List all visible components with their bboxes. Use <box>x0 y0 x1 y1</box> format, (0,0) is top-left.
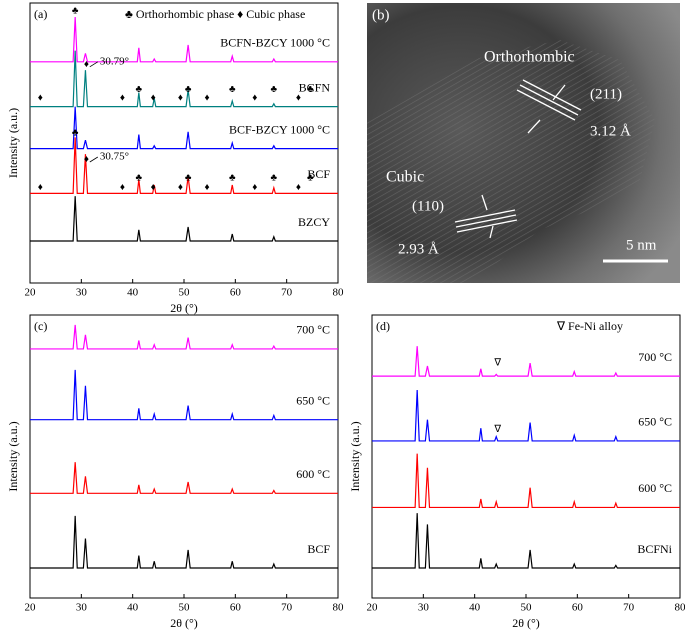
phase-marker: ♣ <box>229 84 236 95</box>
series-label: BCFN <box>299 80 331 94</box>
phase-marker: ∇ <box>493 424 501 435</box>
phase-marker: ♦ <box>120 92 125 103</box>
phase-marker: ♦ <box>84 154 89 165</box>
y-axis-label: Intensity (a.u.) <box>348 421 362 491</box>
y-axis-label: Intensity (a.u.) <box>6 108 20 178</box>
x-tick-label: 20 <box>367 602 379 614</box>
series-label: 650 °C <box>296 393 330 407</box>
annotation: 30.79° <box>100 55 129 67</box>
phase-marker: ♦ <box>252 182 257 193</box>
panel-label: (b) <box>372 7 390 23</box>
x-tick-label: 80 <box>333 602 345 614</box>
phase-marker: ♣ <box>271 84 278 95</box>
series-label: 650 °C <box>638 415 672 429</box>
annotation: 30.75° <box>100 151 129 163</box>
phase-marker: ♣ <box>136 84 143 95</box>
xrd-pattern <box>372 390 680 441</box>
tem-image: (b) Orthorhombic (211) 3.12 Å Cubic (110… <box>367 3 680 283</box>
series-label: 600 °C <box>296 467 330 481</box>
x-tick-label: 70 <box>281 287 293 299</box>
x-tick-label: 60 <box>572 602 584 614</box>
xrd-pattern <box>30 51 338 107</box>
x-tick-label: 50 <box>179 287 191 299</box>
phase-marker: ♣ <box>229 172 236 183</box>
x-tick-label: 70 <box>623 602 635 614</box>
phase-marker: ♦ <box>84 59 89 70</box>
phase-marker: ♦ <box>120 182 125 193</box>
xrd-pattern <box>30 196 338 241</box>
panel-label: (a) <box>34 7 47 21</box>
xrd-pattern <box>30 370 338 420</box>
x-tick-label: 30 <box>418 602 430 614</box>
xrd-pattern <box>30 137 338 193</box>
phase-marker: ♦ <box>38 92 43 103</box>
phase-marker: ♦ <box>252 92 257 103</box>
phase-marker: ♦ <box>151 182 156 193</box>
phase-marker: ♣ <box>136 172 143 183</box>
x-tick-label: 80 <box>333 287 345 299</box>
series-label: BCFNi <box>637 542 672 556</box>
phase-marker: ♦ <box>38 182 43 193</box>
series-label: 700 °C <box>638 350 672 364</box>
phase-marker: ♦ <box>205 182 210 193</box>
plane-label: (110) <box>412 198 444 214</box>
x-tick-label: 70 <box>281 602 293 614</box>
legend: ♣ Orthorhombic phase ♦ Cubic phase <box>125 7 305 21</box>
phase-marker: ♣ <box>185 84 192 95</box>
x-tick-label: 30 <box>76 287 88 299</box>
xrd-pattern <box>30 462 338 493</box>
phase-marker: ♦ <box>296 92 301 103</box>
panel-label: (d) <box>376 319 390 333</box>
scale-bar-label: 5 nm <box>626 237 657 253</box>
phase-marker: ♦ <box>178 92 183 103</box>
phase-marker: ♣ <box>72 127 79 138</box>
phase-marker: ♦ <box>178 182 183 193</box>
annotation-arrow <box>90 157 98 162</box>
x-axis-label: 2θ (°) <box>170 616 198 630</box>
phase-label: Cubic <box>386 169 424 186</box>
series-label: BCF-BZCY 1000 °C <box>229 122 330 136</box>
phase-marker: ♣ <box>185 172 192 183</box>
spacing-label: 2.93 Å <box>398 241 439 257</box>
xrd-pattern <box>30 325 338 349</box>
x-tick-label: 40 <box>469 602 481 614</box>
x-tick-label: 60 <box>230 602 242 614</box>
phase-marker: ♣ <box>307 84 314 95</box>
x-tick-label: 80 <box>675 602 685 614</box>
xrd-pattern <box>372 346 680 376</box>
xrd-pattern <box>372 513 680 568</box>
spacing-label: 3.12 Å <box>590 123 631 139</box>
x-tick-label: 50 <box>179 602 191 614</box>
x-tick-label: 20 <box>25 287 37 299</box>
legend: ∇ Fe-Ni alloy <box>556 319 623 333</box>
x-tick-label: 30 <box>76 602 88 614</box>
x-tick-label: 20 <box>25 602 37 614</box>
series-label: 600 °C <box>638 481 672 495</box>
panel-label: (c) <box>34 319 47 333</box>
phase-marker: ♦ <box>151 92 156 103</box>
plane-label: (211) <box>590 86 622 102</box>
series-label: 700 °C <box>296 323 330 337</box>
phase-marker: ♣ <box>72 6 79 17</box>
phase-marker: ♣ <box>307 172 314 183</box>
x-tick-label: 60 <box>230 287 242 299</box>
y-axis-label: Intensity (a.u.) <box>6 421 20 491</box>
phase-marker: ♦ <box>296 182 301 193</box>
series-label: BZCY <box>298 215 330 229</box>
x-axis-label: 2θ (°) <box>170 301 198 315</box>
series-label: BCFN-BZCY 1000 °C <box>220 36 330 50</box>
phase-marker: ♦ <box>205 92 210 103</box>
xrd-pattern <box>372 454 680 508</box>
x-tick-label: 50 <box>521 602 533 614</box>
x-tick-label: 40 <box>127 602 139 614</box>
x-axis-label: 2θ (°) <box>512 616 540 630</box>
xrd-pattern <box>30 516 338 568</box>
annotation-arrow <box>90 62 98 67</box>
x-tick-label: 40 <box>127 287 139 299</box>
phase-marker: ∇ <box>493 357 501 368</box>
series-label: BCF <box>307 542 330 556</box>
phase-marker: ♣ <box>271 172 278 183</box>
phase-label: Orthorhombic <box>484 49 575 66</box>
